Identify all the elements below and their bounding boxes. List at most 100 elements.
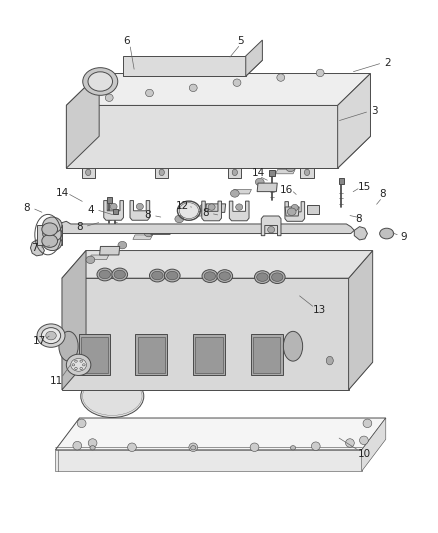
Bar <box>338 178 343 183</box>
Bar <box>138 337 164 373</box>
Ellipse shape <box>77 419 86 427</box>
Ellipse shape <box>73 441 81 450</box>
Ellipse shape <box>105 94 113 101</box>
Ellipse shape <box>159 169 164 175</box>
Polygon shape <box>245 40 262 76</box>
Ellipse shape <box>379 228 393 239</box>
Ellipse shape <box>230 190 239 197</box>
Ellipse shape <box>287 208 295 215</box>
Text: 14: 14 <box>55 188 68 198</box>
Bar <box>147 62 152 67</box>
Polygon shape <box>66 74 99 168</box>
Ellipse shape <box>315 69 323 77</box>
Polygon shape <box>66 136 370 168</box>
Polygon shape <box>130 200 149 220</box>
Bar <box>228 167 241 177</box>
Ellipse shape <box>37 324 65 348</box>
Ellipse shape <box>164 269 180 282</box>
Bar <box>78 334 110 375</box>
Ellipse shape <box>85 169 91 175</box>
Ellipse shape <box>204 272 215 280</box>
Ellipse shape <box>201 270 217 282</box>
Polygon shape <box>348 251 372 390</box>
Polygon shape <box>62 251 372 278</box>
Polygon shape <box>275 169 294 174</box>
Polygon shape <box>89 255 109 260</box>
Ellipse shape <box>91 357 98 365</box>
Ellipse shape <box>42 223 57 236</box>
Polygon shape <box>353 227 367 240</box>
Polygon shape <box>285 207 298 216</box>
Ellipse shape <box>269 271 285 284</box>
Polygon shape <box>261 216 280 236</box>
Ellipse shape <box>232 169 237 175</box>
Polygon shape <box>103 200 123 220</box>
Ellipse shape <box>118 241 127 249</box>
Ellipse shape <box>208 204 215 210</box>
Polygon shape <box>62 278 348 390</box>
Text: 5: 5 <box>237 36 243 46</box>
Text: 11: 11 <box>50 376 63 386</box>
Text: 6: 6 <box>123 36 130 46</box>
Bar <box>135 334 166 375</box>
Ellipse shape <box>359 436 367 445</box>
Text: 16: 16 <box>279 185 292 195</box>
Ellipse shape <box>325 357 332 365</box>
Polygon shape <box>205 204 225 212</box>
Bar <box>251 334 282 375</box>
Ellipse shape <box>71 359 86 371</box>
Ellipse shape <box>127 443 136 451</box>
Ellipse shape <box>304 169 309 175</box>
Text: 8: 8 <box>202 208 208 219</box>
Ellipse shape <box>151 271 162 280</box>
Polygon shape <box>183 212 203 216</box>
Ellipse shape <box>46 332 56 340</box>
Ellipse shape <box>82 68 117 95</box>
Polygon shape <box>133 235 152 239</box>
Polygon shape <box>36 225 62 245</box>
Text: 3: 3 <box>371 106 377 116</box>
Ellipse shape <box>261 255 324 298</box>
Text: 17: 17 <box>32 336 46 346</box>
Ellipse shape <box>81 375 144 417</box>
Ellipse shape <box>188 443 197 451</box>
Bar <box>113 208 118 214</box>
Polygon shape <box>66 74 370 106</box>
Text: 10: 10 <box>357 449 371 458</box>
Ellipse shape <box>256 273 268 281</box>
Ellipse shape <box>268 357 275 365</box>
Polygon shape <box>123 60 262 76</box>
Ellipse shape <box>42 217 62 233</box>
Ellipse shape <box>59 332 78 361</box>
Polygon shape <box>231 189 251 194</box>
Ellipse shape <box>144 229 152 237</box>
Ellipse shape <box>88 439 97 447</box>
Text: 14: 14 <box>252 168 265 178</box>
Ellipse shape <box>114 270 125 279</box>
Polygon shape <box>30 240 44 256</box>
Polygon shape <box>150 226 170 235</box>
Polygon shape <box>55 450 361 471</box>
Ellipse shape <box>42 225 62 241</box>
Ellipse shape <box>290 446 295 450</box>
Polygon shape <box>257 183 277 192</box>
Ellipse shape <box>209 357 216 365</box>
Ellipse shape <box>110 204 117 209</box>
Ellipse shape <box>286 164 294 172</box>
Bar <box>300 167 313 177</box>
Text: 13: 13 <box>312 305 325 315</box>
Ellipse shape <box>136 204 143 209</box>
Ellipse shape <box>201 295 264 338</box>
Ellipse shape <box>66 354 91 375</box>
Text: 9: 9 <box>399 232 406 243</box>
Text: 8: 8 <box>378 189 385 199</box>
Text: 7: 7 <box>31 243 37 253</box>
Bar <box>253 337 280 373</box>
Ellipse shape <box>90 446 95 450</box>
Ellipse shape <box>345 439 353 447</box>
Ellipse shape <box>283 332 302 361</box>
Text: 8: 8 <box>144 211 150 221</box>
Ellipse shape <box>311 442 319 450</box>
Ellipse shape <box>42 235 57 247</box>
Text: 8: 8 <box>354 214 361 224</box>
